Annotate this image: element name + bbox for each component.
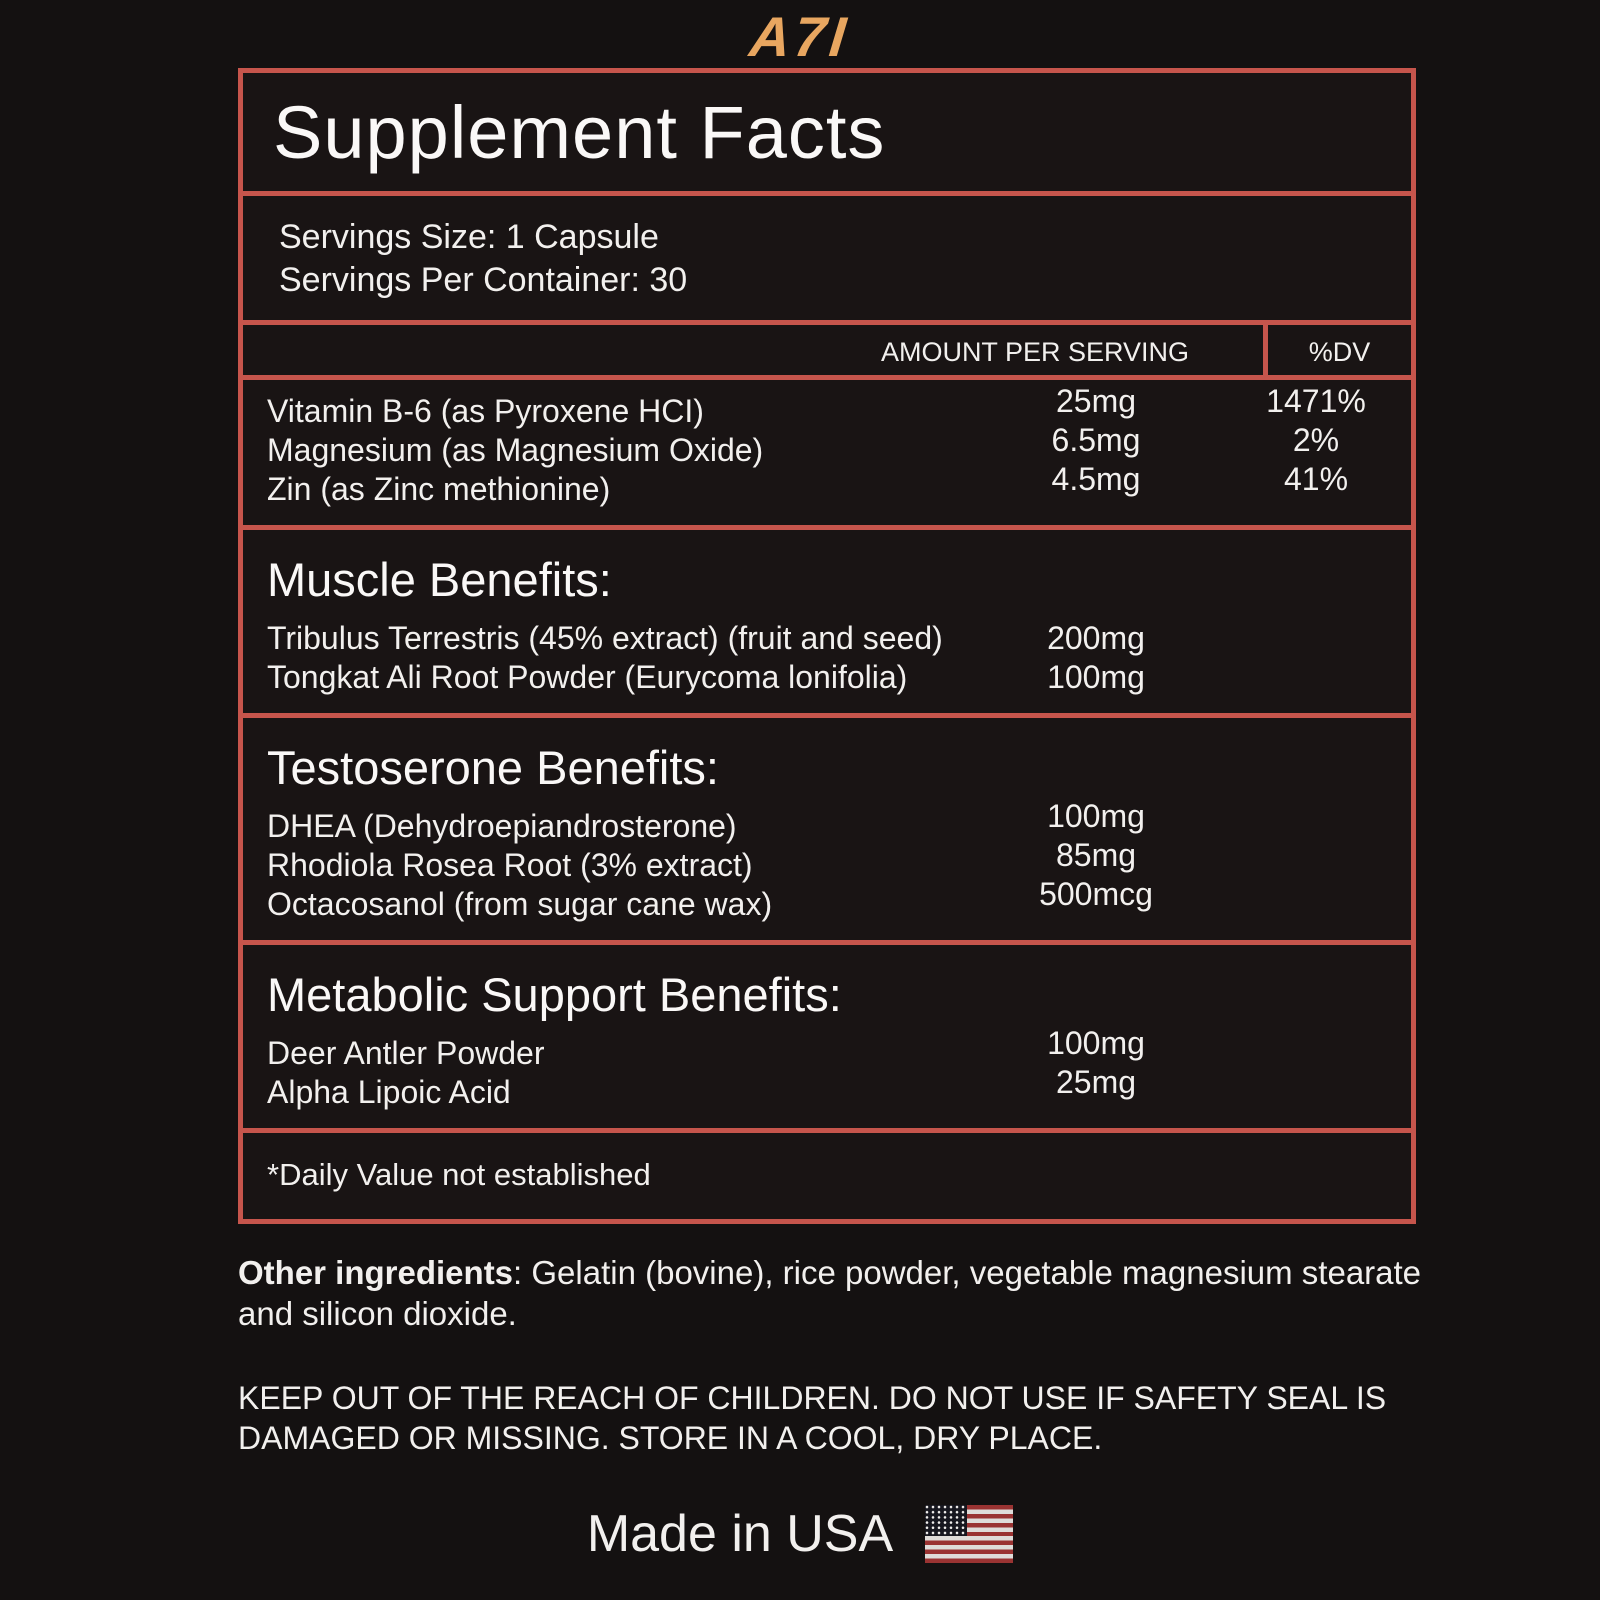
ingredient-name: DHEA (Dehydroepiandrosterone) bbox=[267, 808, 737, 844]
brand-logo: A7I bbox=[746, 5, 853, 68]
ingredient-row: Tribulus Terrestris (45% extract) (fruit… bbox=[243, 619, 1411, 658]
column-header-row: AMOUNT PER SERVING %DV bbox=[238, 320, 1416, 380]
ingredient-dv: 2% bbox=[1292, 422, 1340, 458]
section-heading: Testoserone Benefits: bbox=[267, 741, 719, 794]
ingredient-row: Tongkat Ali Root Powder (Eurycoma lonifo… bbox=[243, 658, 1411, 697]
ingredient-row: Magnesium (as Magnesium Oxide) 6.5mg 2% bbox=[243, 422, 1411, 470]
ingredient-dv: 1471% bbox=[1266, 383, 1366, 419]
section-heading: Muscle Benefits: bbox=[267, 553, 612, 606]
ingredient-name: Vitamin B-6 (as Pyroxene HCI) bbox=[267, 393, 704, 429]
ingredient-row: Octacosanol (from sugar cane wax) 500mcg bbox=[243, 876, 1411, 924]
serving-size: Servings Size: 1 Capsule bbox=[279, 218, 659, 256]
ingredient-row: Zin (as Zinc methionine) 4.5mg 41% bbox=[243, 461, 1411, 509]
ingredient-dv: 41% bbox=[1283, 461, 1349, 497]
flag-canton-stars bbox=[925, 1505, 968, 1536]
ingredient-amount: 25mg bbox=[1055, 383, 1137, 419]
ingredient-name: Tribulus Terrestris (45% extract) (fruit… bbox=[267, 620, 943, 656]
made-in-row: Made in USA bbox=[0, 1504, 1600, 1564]
ingredient-name: Zin (as Zinc methionine) bbox=[267, 471, 611, 507]
title-box: Supplement Facts bbox=[238, 68, 1416, 196]
ingredient-name: Octacosanol (from sugar cane wax) bbox=[267, 886, 773, 922]
vitamins-section: Vitamin B-6 (as Pyroxene HCI) 25mg 1471%… bbox=[238, 375, 1416, 530]
ingredient-name: Alpha Lipoic Acid bbox=[267, 1074, 511, 1110]
ingredient-name: Rhodiola Rosea Root (3% extract) bbox=[267, 847, 753, 883]
other-ingredients: Other ingredients: Gelatin (bovine), ric… bbox=[238, 1252, 1448, 1334]
supplement-facts-panel: Supplement Facts Servings Size: 1 Capsul… bbox=[238, 68, 1416, 1224]
section-heading: Metabolic Support Benefits: bbox=[267, 968, 842, 1021]
testosterone-benefits-section: Testoserone Benefits: DHEA (Dehydroepian… bbox=[238, 713, 1416, 945]
amount-column-header: AMOUNT PER SERVING bbox=[880, 337, 1189, 367]
ingredient-amount: 100mg bbox=[1047, 798, 1145, 834]
metabolic-support-section: Metabolic Support Benefits: Deer Antler … bbox=[238, 940, 1416, 1133]
footnote-box: *Daily Value not established bbox=[238, 1128, 1416, 1224]
ingredient-row: Deer Antler Powder 100mg bbox=[243, 1025, 1411, 1073]
servings-box: Servings Size: 1 Capsule Servings Per Co… bbox=[238, 191, 1416, 325]
ingredient-amount: 500mcg bbox=[1039, 876, 1153, 912]
ingredient-name: Tongkat Ali Root Powder (Eurycoma lonifo… bbox=[267, 659, 908, 695]
ingredient-amount: 6.5mg bbox=[1051, 422, 1141, 458]
ingredient-amount: 200mg bbox=[1047, 620, 1145, 656]
ingredient-row: Vitamin B-6 (as Pyroxene HCI) 25mg 1471% bbox=[243, 383, 1411, 431]
daily-value-footnote: *Daily Value not established bbox=[267, 1157, 651, 1192]
ingredient-name: Deer Antler Powder bbox=[267, 1035, 545, 1071]
made-in-text: Made in USA bbox=[586, 1505, 894, 1563]
other-ingredients-text: : Gelatin (bovine), rice powder, vegetab… bbox=[238, 1254, 1422, 1332]
usa-flag-icon bbox=[925, 1505, 1014, 1563]
ingredient-row: Rhodiola Rosea Root (3% extract) 85mg bbox=[243, 837, 1411, 885]
ingredient-amount: 25mg bbox=[1055, 1064, 1137, 1100]
dv-column-header: %DV bbox=[1263, 325, 1411, 375]
ingredient-amount: 100mg bbox=[1047, 1025, 1145, 1061]
servings-per-container: Servings Per Container: 30 bbox=[279, 261, 688, 299]
ingredient-amount: 85mg bbox=[1055, 837, 1137, 873]
ingredient-amount: 4.5mg bbox=[1051, 461, 1141, 497]
other-ingredients-label: Other ingredients bbox=[238, 1254, 514, 1291]
ingredient-row: DHEA (Dehydroepiandrosterone) 100mg bbox=[243, 798, 1411, 846]
ingredient-name: Magnesium (as Magnesium Oxide) bbox=[267, 432, 764, 468]
ingredient-amount: 100mg bbox=[1047, 659, 1145, 695]
ingredient-row: Alpha Lipoic Acid 25mg bbox=[243, 1064, 1411, 1112]
warning-text: KEEP OUT OF THE REACH OF CHILDREN. DO NO… bbox=[238, 1380, 1387, 1456]
panel-title: Supplement Facts bbox=[273, 90, 886, 174]
muscle-benefits-section: Muscle Benefits: Tribulus Terrestris (45… bbox=[238, 525, 1416, 718]
